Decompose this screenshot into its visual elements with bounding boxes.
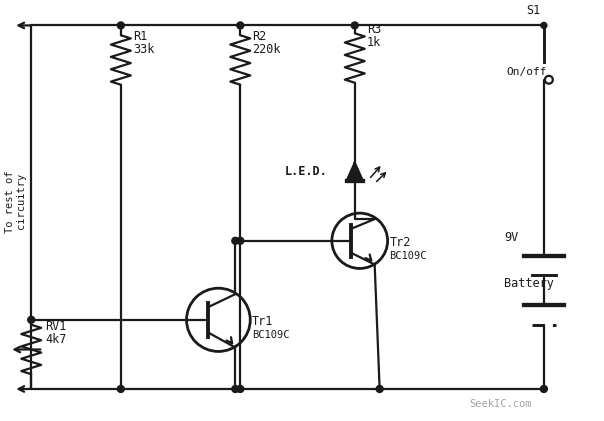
Text: R1: R1 (133, 30, 147, 43)
Circle shape (237, 386, 244, 392)
Text: R3: R3 (367, 23, 381, 36)
Text: BC109C: BC109C (252, 330, 290, 340)
Text: BC109C: BC109C (390, 250, 427, 261)
Circle shape (232, 237, 239, 244)
Circle shape (117, 22, 124, 29)
Text: Tr2: Tr2 (390, 236, 411, 249)
Circle shape (237, 237, 244, 244)
Text: 33k: 33k (133, 43, 154, 56)
Text: RV1: RV1 (45, 320, 66, 333)
Circle shape (376, 386, 383, 392)
Text: Tr1: Tr1 (252, 315, 274, 328)
Text: R2: R2 (252, 30, 266, 43)
Circle shape (541, 386, 547, 392)
Circle shape (541, 22, 547, 28)
Text: To rest of
circuitry: To rest of circuitry (4, 170, 26, 232)
Text: 220k: 220k (252, 43, 281, 56)
Circle shape (117, 386, 124, 392)
Circle shape (237, 22, 244, 29)
Text: 9V: 9V (504, 231, 518, 244)
Text: On/off: On/off (506, 67, 547, 77)
Polygon shape (347, 163, 363, 181)
Circle shape (232, 386, 239, 392)
Circle shape (28, 316, 35, 323)
Text: SeekIC.com: SeekIC.com (469, 399, 532, 409)
Text: Battery: Battery (504, 277, 554, 290)
Circle shape (352, 22, 358, 29)
Text: L.E.D.: L.E.D. (285, 165, 328, 178)
Text: 4k7: 4k7 (45, 333, 66, 346)
Text: 1k: 1k (367, 36, 381, 49)
Text: S1: S1 (526, 3, 540, 16)
